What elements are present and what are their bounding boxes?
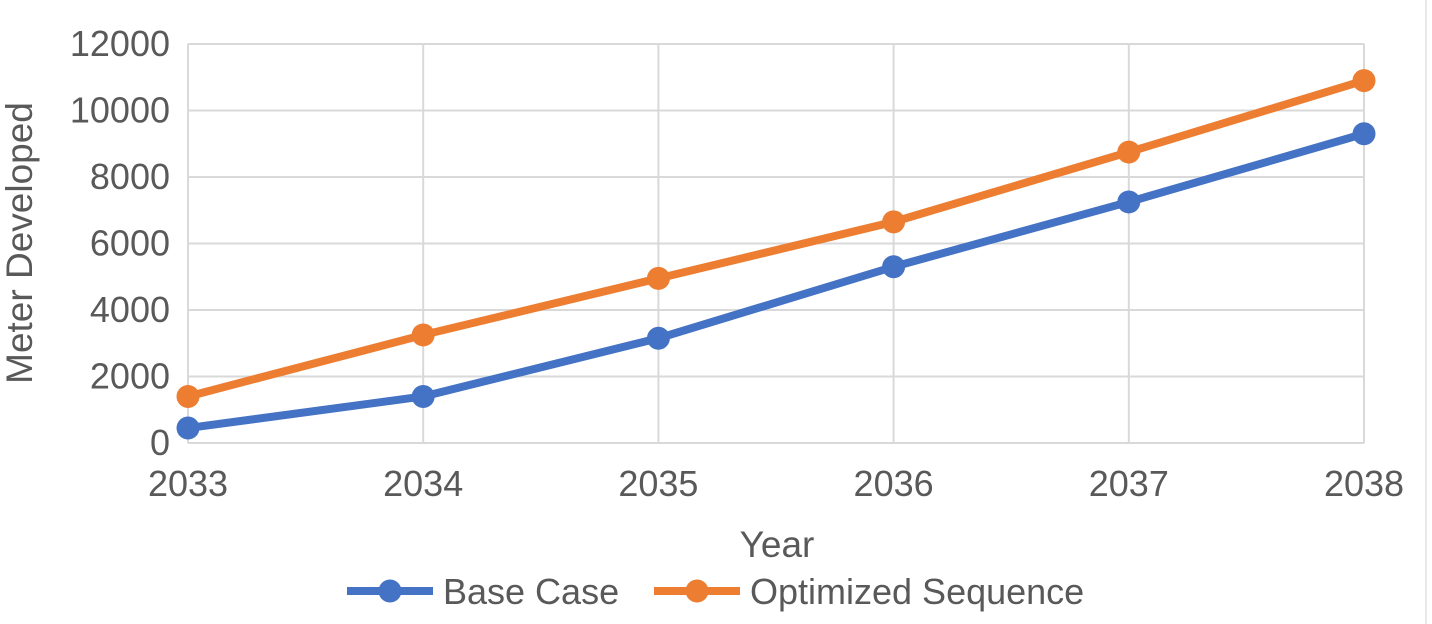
x-tick-label: 2035 [618, 463, 698, 504]
legend-marker-icon [378, 579, 402, 603]
series-line-base-case [184, 129, 1368, 433]
data-point-base-case[interactable] [1117, 190, 1141, 214]
series-line-optimized-sequence [184, 76, 1368, 401]
x-tick-label: 2038 [1324, 463, 1404, 504]
y-tick-label: 8000 [90, 156, 170, 197]
y-tick-label: 0 [150, 422, 170, 463]
legend-marker-icon [685, 579, 709, 603]
y-tick-label: 4000 [90, 289, 170, 330]
data-point-optimized-sequence[interactable] [646, 266, 670, 290]
data-point-base-case[interactable] [882, 255, 906, 279]
y-tick-label: 10000 [70, 90, 170, 131]
data-point-optimized-sequence[interactable] [176, 384, 200, 408]
gridlines [187, 43, 1365, 444]
y-tick-label: 6000 [90, 223, 170, 264]
x-tick-label: 2037 [1089, 463, 1169, 504]
y-tick-label: 2000 [90, 356, 170, 397]
tick-labels: 0 2000 4000 6000 8000 10000 12000 2033 2034 2035 2… [70, 23, 1404, 504]
legend-label: Base Case [443, 571, 619, 612]
legend: Base Case Optimized Sequence [347, 571, 1084, 612]
x-axis-title: Year [740, 524, 815, 565]
data-point-base-case[interactable] [1352, 122, 1376, 146]
legend-label: Optimized Sequence [750, 571, 1084, 612]
axis-titles: Meter Developed Year [0, 102, 814, 565]
x-tick-label: 2036 [854, 463, 934, 504]
data-point-base-case[interactable] [176, 416, 200, 440]
data-point-base-case[interactable] [646, 326, 670, 350]
legend-item-optimized-sequence[interactable]: Optimized Sequence [654, 571, 1084, 612]
data-point-base-case[interactable] [411, 384, 435, 408]
data-point-optimized-sequence[interactable] [411, 323, 435, 347]
y-tick-label: 12000 [70, 23, 170, 64]
data-point-optimized-sequence[interactable] [1117, 140, 1141, 164]
x-tick-label: 2033 [148, 463, 228, 504]
data-point-optimized-sequence[interactable] [882, 210, 906, 234]
data-point-optimized-sequence[interactable] [1352, 69, 1376, 93]
legend-item-base-case[interactable]: Base Case [347, 571, 619, 612]
series-lines [176, 69, 1376, 440]
x-tick-label: 2034 [383, 463, 463, 504]
y-axis-title: Meter Developed [0, 102, 40, 384]
